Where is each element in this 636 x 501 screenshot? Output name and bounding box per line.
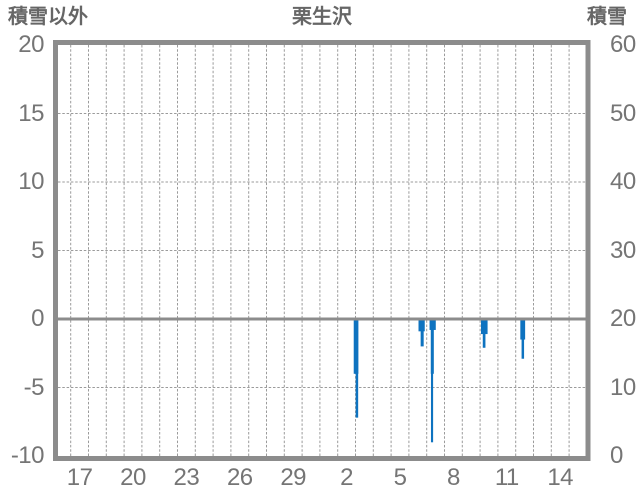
left-axis-tick-label: 10 [18,168,44,195]
x-axis-tick-label: 11 [494,464,519,491]
left-axis-tick-label: -5 [23,373,45,401]
x-axis-tick-label: 5 [393,464,407,491]
x-axis-tick-label: 17 [66,464,93,491]
right-axis-tick-label: 40 [610,168,636,195]
right-axis-tick-label: 50 [610,99,636,127]
right-axis-tick-label: 10 [610,373,636,401]
x-axis-tick-label: 14 [547,464,574,491]
plot-border [53,40,591,461]
x-axis-tick-label: 26 [226,464,253,491]
left-axis-title: 積雪以外 [8,6,88,28]
left-axis-tick-label: 5 [31,236,44,264]
bar [521,319,525,359]
x-axis-tick-label: 23 [173,464,200,491]
x-axis-tick-label: 20 [120,464,146,491]
right-axis-tick-label: 20 [610,305,636,332]
left-axis-tick-label: 15 [18,99,44,127]
left-axis-tick-label: -10 [10,442,45,469]
right-axis-tick-label: 30 [610,236,636,264]
bar [355,319,359,418]
bar [430,319,434,443]
right-axis-tick-label: 60 [610,31,636,58]
x-axis-tick-label: 2 [340,464,354,491]
x-axis-tick-label: 8 [446,464,460,491]
chart-title: 栗生沢 [292,6,352,28]
bar [482,319,486,348]
right-axis-tick-label: 0 [610,442,623,469]
bar [420,319,424,347]
left-axis-tick-label: 20 [18,31,44,58]
left-axis-tick-label: 0 [31,305,44,332]
x-axis-tick-label: 29 [280,464,307,491]
right-axis-title: 積雪 [587,6,627,28]
